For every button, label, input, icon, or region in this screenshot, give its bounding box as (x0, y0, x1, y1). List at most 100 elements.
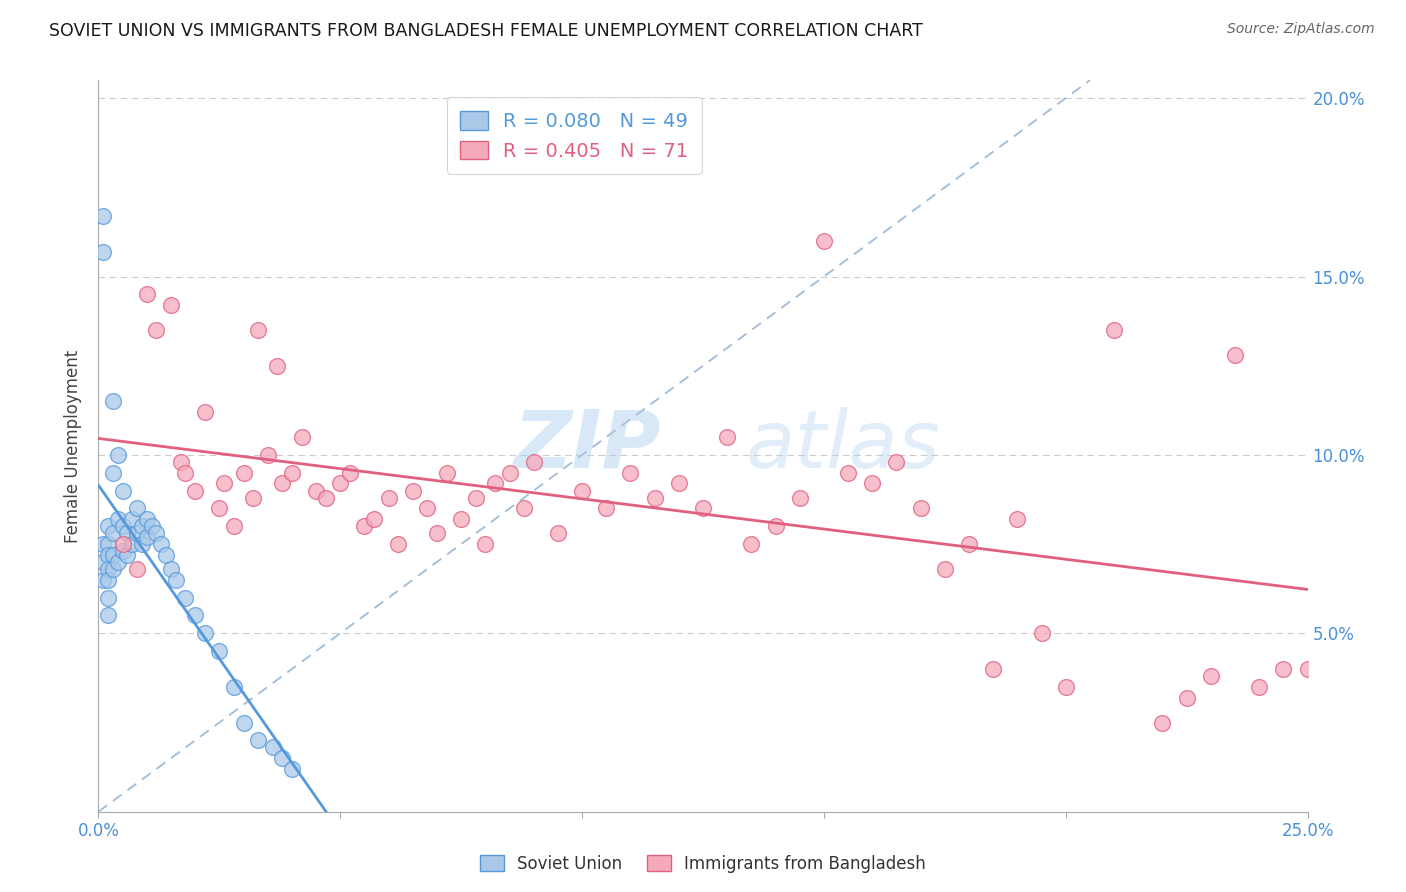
Point (135, 530, 157, 544)
Point (934, 562, 956, 576)
Point (740, 537, 762, 551)
Point (169, 455, 191, 469)
Point (101, 526, 124, 541)
Point (131, 519, 153, 533)
Point (91, 573, 114, 587)
Point (305, 483, 328, 498)
Point (150, 537, 173, 551)
Point (1223, 348, 1246, 362)
Point (208, 644, 231, 658)
Point (402, 483, 425, 498)
Point (1031, 626, 1053, 640)
Point (353, 519, 375, 533)
Point (547, 526, 569, 541)
Point (377, 491, 399, 505)
Point (97, 519, 120, 533)
Legend: R = 0.080   N = 49, R = 0.405   N = 71: R = 0.080 N = 49, R = 0.405 N = 71 (447, 97, 702, 174)
Point (281, 762, 304, 776)
Point (184, 483, 207, 498)
Text: SOVIET UNION VS IMMIGRANTS FROM BANGLADESH FEMALE UNEMPLOYMENT CORRELATION CHART: SOVIET UNION VS IMMIGRANTS FROM BANGLADE… (49, 22, 924, 40)
Point (266, 359, 288, 373)
Point (1102, 323, 1125, 337)
Point (329, 476, 352, 491)
Point (111, 537, 134, 551)
Point (498, 466, 520, 480)
Point (474, 537, 496, 551)
Point (247, 323, 270, 337)
Point (1249, 680, 1271, 694)
Point (117, 548, 139, 562)
Point (232, 715, 254, 730)
Point (1320, 341, 1343, 355)
Point (101, 548, 124, 562)
Point (813, 234, 835, 248)
Point (91, 555, 114, 569)
Point (135, 512, 157, 526)
Point (160, 298, 183, 312)
Point (111, 519, 134, 533)
Point (619, 466, 641, 480)
Point (184, 608, 207, 623)
Point (127, 562, 149, 576)
Point (1296, 662, 1319, 676)
Point (101, 466, 124, 480)
Point (1007, 512, 1029, 526)
Point (1175, 690, 1198, 705)
Point (957, 537, 980, 551)
Point (127, 501, 149, 516)
Point (222, 519, 245, 533)
Point (121, 512, 143, 526)
Point (1199, 669, 1222, 683)
Point (692, 501, 714, 516)
Point (595, 501, 617, 516)
Point (111, 544, 134, 558)
Point (256, 448, 278, 462)
Point (97, 548, 120, 562)
Point (212, 476, 235, 491)
Point (513, 501, 536, 516)
Point (97, 562, 120, 576)
Point (837, 466, 859, 480)
Y-axis label: Female Unemployment: Female Unemployment (65, 350, 83, 542)
Point (262, 740, 284, 755)
Text: ZIP: ZIP (513, 407, 661, 485)
Point (886, 455, 908, 469)
Point (174, 591, 197, 605)
Point (315, 491, 337, 505)
Point (141, 519, 163, 533)
Point (155, 548, 177, 562)
Point (484, 476, 506, 491)
Point (271, 476, 294, 491)
Text: Source: ZipAtlas.com: Source: ZipAtlas.com (1227, 22, 1375, 37)
Point (416, 501, 439, 516)
Point (194, 626, 217, 640)
Point (668, 476, 690, 491)
Point (97, 591, 120, 605)
Point (97, 537, 120, 551)
Point (91, 537, 114, 551)
Point (290, 430, 312, 444)
Point (1272, 662, 1295, 676)
Point (91, 209, 114, 223)
Point (247, 733, 270, 747)
Point (571, 483, 593, 498)
Point (1152, 715, 1174, 730)
Point (135, 287, 157, 301)
Point (523, 455, 546, 469)
Point (97, 573, 120, 587)
Point (426, 526, 449, 541)
Point (121, 537, 143, 551)
Point (716, 430, 738, 444)
Point (387, 537, 409, 551)
Point (165, 573, 187, 587)
Point (174, 466, 197, 480)
Legend: Soviet Union, Immigrants from Bangladesh: Soviet Union, Immigrants from Bangladesh (474, 848, 932, 880)
Point (101, 394, 124, 409)
Point (111, 483, 134, 498)
Point (107, 555, 129, 569)
Text: atlas: atlas (745, 407, 941, 485)
Point (107, 448, 129, 462)
Point (271, 751, 294, 765)
Point (101, 562, 124, 576)
Point (1054, 680, 1077, 694)
